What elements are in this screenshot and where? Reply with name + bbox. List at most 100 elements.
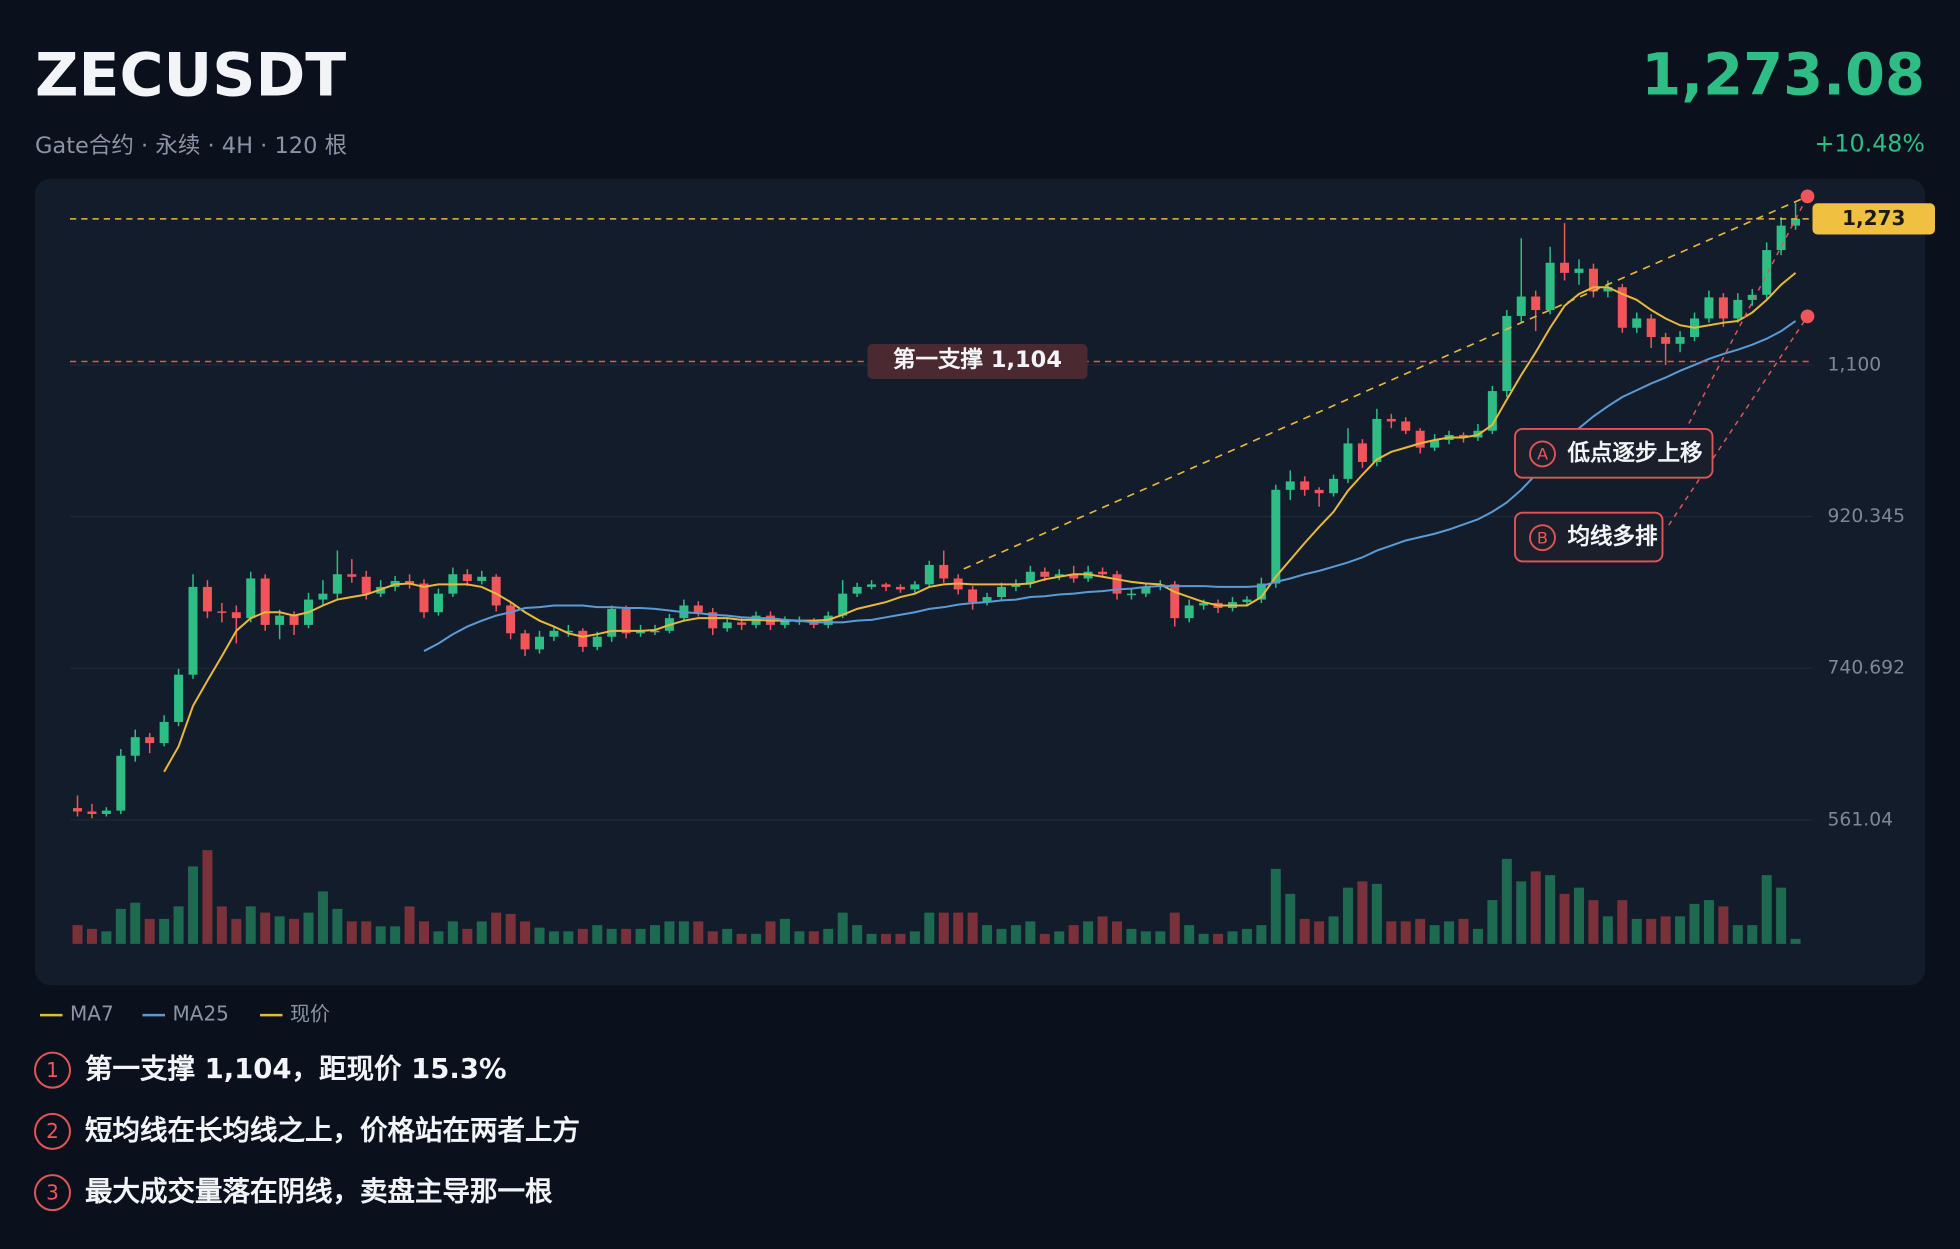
candle-body bbox=[217, 611, 227, 613]
volume-bar bbox=[606, 928, 617, 944]
last-price-badge bbox=[1812, 203, 1935, 235]
candle-body bbox=[1646, 318, 1656, 338]
volume-bar bbox=[433, 931, 444, 944]
volume-bars bbox=[72, 850, 1801, 944]
candle-body bbox=[491, 576, 501, 606]
volume-bar bbox=[419, 921, 429, 944]
volume-bar bbox=[1530, 871, 1541, 944]
volume-bar bbox=[1025, 921, 1036, 944]
volume-bar bbox=[635, 928, 646, 944]
volume-bar bbox=[1588, 900, 1599, 944]
candle-body bbox=[1415, 430, 1425, 448]
volume-bar bbox=[1703, 900, 1714, 944]
volume-bar bbox=[1516, 881, 1527, 944]
volume-bar bbox=[1444, 921, 1455, 944]
annotation-marker bbox=[1529, 524, 1556, 552]
volume-bar bbox=[1112, 921, 1122, 944]
volume-bar bbox=[924, 912, 935, 944]
candle-body bbox=[275, 615, 285, 625]
candle-body bbox=[910, 584, 920, 590]
candle-body bbox=[520, 633, 530, 650]
legend-label: MA25 bbox=[173, 1002, 229, 1026]
candle-body bbox=[636, 630, 646, 634]
candle-body bbox=[1747, 294, 1757, 300]
candle-body bbox=[549, 630, 559, 637]
volume-bar bbox=[1660, 916, 1671, 944]
candle-body bbox=[101, 810, 111, 814]
volume-bar bbox=[967, 912, 978, 944]
volume-bar bbox=[1328, 916, 1339, 944]
volume-bar bbox=[751, 933, 762, 944]
candle-body bbox=[1242, 599, 1252, 603]
note-marker-label: 1 bbox=[46, 1058, 59, 1082]
volume-bar bbox=[1386, 921, 1397, 944]
volume-bar bbox=[837, 912, 848, 944]
volume-bar bbox=[1184, 925, 1195, 944]
overlays: 第一支撑 1,104 1,273 bbox=[70, 203, 1935, 380]
volume-bar bbox=[245, 906, 256, 944]
candle-body bbox=[1574, 268, 1584, 273]
volume-bar bbox=[577, 928, 588, 944]
candle-body bbox=[332, 574, 342, 594]
candle-body bbox=[1617, 287, 1627, 328]
trend-line bbox=[963, 195, 1808, 570]
volume-bar bbox=[390, 926, 401, 944]
volume-bar bbox=[1400, 921, 1411, 944]
candle-body bbox=[260, 578, 270, 625]
candle-body bbox=[578, 630, 588, 647]
note-text: 第一支撑 1,104，距现价 15.3% bbox=[85, 1053, 507, 1085]
volume-bar bbox=[1631, 918, 1642, 944]
volume-bar bbox=[188, 866, 198, 944]
candle-body bbox=[1791, 218, 1801, 226]
subtitle: Gate合约 · 永续 · 4H · 120 根 bbox=[35, 133, 347, 159]
volume-bar bbox=[693, 921, 704, 944]
candle-body bbox=[1386, 418, 1396, 422]
volume-bar bbox=[1343, 887, 1353, 944]
candle-body bbox=[1762, 250, 1772, 295]
note-text: 最大成交量落在阴线，卖盘主导那一根 bbox=[85, 1176, 553, 1208]
volume-bar bbox=[938, 912, 949, 944]
candle-body bbox=[1776, 225, 1786, 251]
volume-bar bbox=[1776, 887, 1787, 944]
volume-bar bbox=[548, 931, 559, 944]
volume-bar bbox=[953, 912, 964, 944]
candle-body bbox=[462, 574, 472, 582]
note-marker-label: 3 bbox=[46, 1180, 59, 1204]
volume-bar bbox=[1790, 938, 1801, 944]
candle-body bbox=[1704, 297, 1714, 319]
volume-bar bbox=[361, 921, 372, 944]
annotation-text: 低点逐步上移 bbox=[1567, 440, 1704, 466]
candle-body bbox=[419, 583, 429, 613]
volume-bar bbox=[231, 918, 242, 944]
candle-body bbox=[477, 576, 487, 582]
volume-bar bbox=[1371, 883, 1382, 944]
volume-bar bbox=[115, 908, 126, 944]
annotation-a: A 低点逐步上移 bbox=[1514, 427, 1714, 479]
candle-body bbox=[433, 593, 443, 613]
volume-bar bbox=[1602, 916, 1613, 944]
candle-body bbox=[1199, 602, 1209, 606]
candle-body bbox=[535, 636, 544, 650]
candle-body bbox=[592, 636, 602, 647]
volume-bar bbox=[1068, 925, 1079, 944]
candle-body bbox=[1300, 481, 1310, 490]
annotation-b: B 均线多排 bbox=[1514, 511, 1664, 563]
candle-body bbox=[1098, 571, 1108, 575]
volume-bar bbox=[505, 913, 516, 944]
volume-bar bbox=[823, 928, 834, 944]
volume-bar bbox=[1299, 918, 1310, 944]
candle-body bbox=[722, 622, 732, 629]
volume-bar bbox=[678, 921, 689, 944]
candle-body bbox=[1069, 574, 1079, 579]
annotation-marker bbox=[1529, 440, 1556, 468]
candle-body bbox=[968, 589, 978, 603]
candle-body bbox=[737, 622, 747, 625]
volume-bar bbox=[1140, 931, 1151, 944]
candle-body bbox=[1040, 571, 1050, 577]
support-label-bg bbox=[867, 344, 1088, 380]
volume-bar bbox=[1213, 933, 1224, 944]
price-change: +10.48% bbox=[1815, 130, 1925, 158]
candle-body bbox=[1256, 583, 1266, 600]
candle-body bbox=[1531, 296, 1541, 311]
candle-body bbox=[1372, 418, 1382, 462]
